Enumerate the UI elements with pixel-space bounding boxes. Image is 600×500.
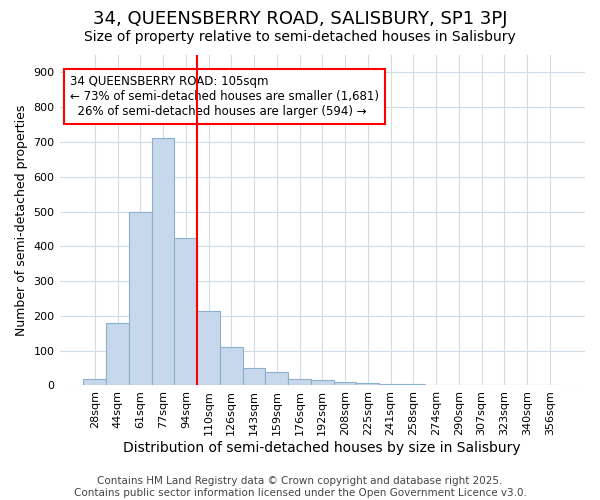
Bar [83,378,106,386]
Bar [129,212,152,386]
Bar [425,385,448,386]
Bar [334,382,356,386]
Bar [242,368,265,386]
Text: Size of property relative to semi-detached houses in Salisbury: Size of property relative to semi-detach… [84,30,516,44]
Bar [175,238,197,386]
Bar [402,384,425,386]
Bar [265,372,288,386]
Text: 34, QUEENSBERRY ROAD, SALISBURY, SP1 3PJ: 34, QUEENSBERRY ROAD, SALISBURY, SP1 3PJ [93,10,507,28]
Bar [379,384,402,386]
Bar [288,378,311,386]
Bar [106,323,129,386]
Bar [220,347,242,386]
Bar [356,382,379,386]
Y-axis label: Number of semi-detached properties: Number of semi-detached properties [15,104,28,336]
Bar [152,138,175,386]
X-axis label: Distribution of semi-detached houses by size in Salisbury: Distribution of semi-detached houses by … [124,441,521,455]
Bar [311,380,334,386]
Text: Contains HM Land Registry data © Crown copyright and database right 2025.
Contai: Contains HM Land Registry data © Crown c… [74,476,526,498]
Text: 34 QUEENSBERRY ROAD: 105sqm
← 73% of semi-detached houses are smaller (1,681)
  : 34 QUEENSBERRY ROAD: 105sqm ← 73% of sem… [70,75,379,118]
Bar [197,310,220,386]
